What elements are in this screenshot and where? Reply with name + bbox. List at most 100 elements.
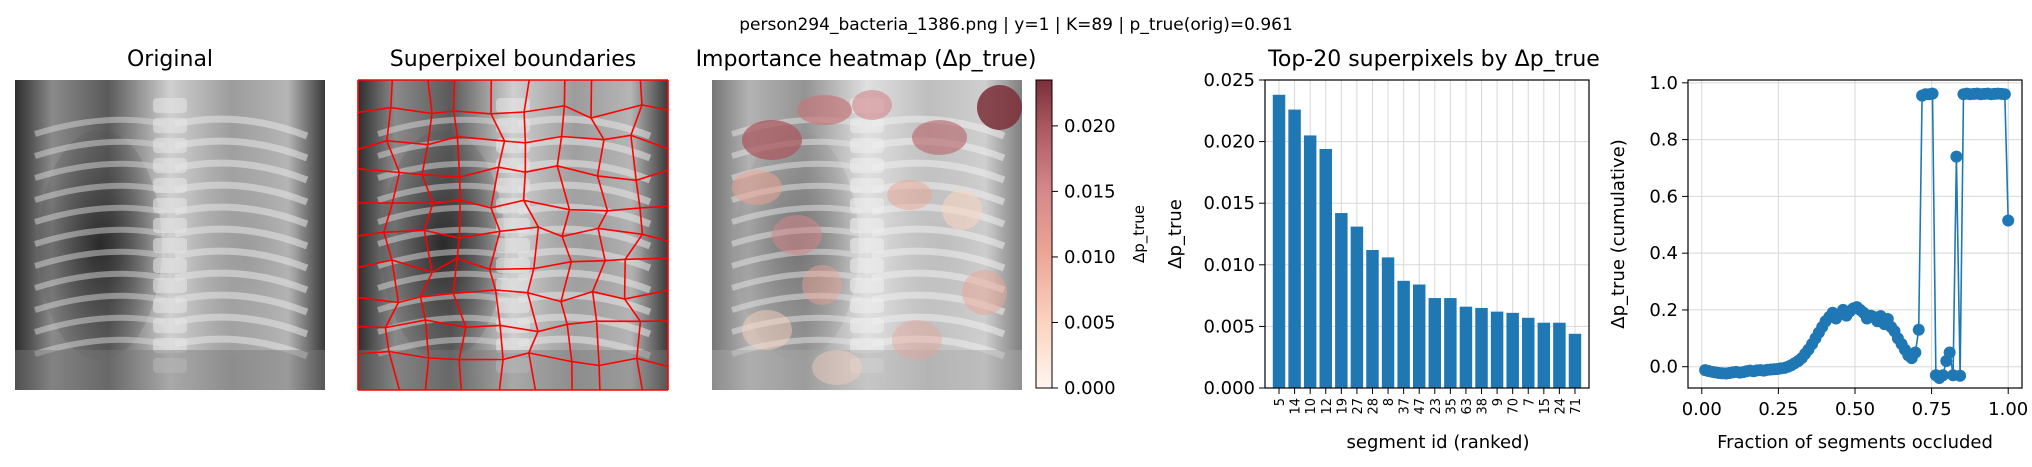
bar-x-tick-label: 71 [1569, 398, 1584, 415]
colorbar-tick-label: 0.000 [1064, 378, 1116, 399]
rib-right [871, 335, 1006, 360]
bar-x-tick-label: 14 [1289, 398, 1304, 415]
original-title: Original [127, 47, 213, 72]
line-x-tick-label: 0.25 [1758, 399, 1798, 420]
bar-9 [1490, 311, 1504, 388]
superpixel-boundary [357, 289, 669, 304]
rib-right [174, 181, 309, 206]
rib-left [377, 138, 509, 159]
rib-right [517, 291, 652, 316]
bar-63 [1459, 306, 1473, 388]
bar-chart-xlabel: segment id (ranked) [1347, 432, 1530, 453]
heatmap-segment [742, 120, 802, 160]
rib-right [871, 159, 1006, 184]
bar-chart-ylabel: Δp_true [1165, 199, 1186, 269]
line-point [2002, 214, 2015, 227]
rib-right [174, 159, 309, 184]
bar-y-tick-label: 0.005 [1203, 316, 1255, 337]
rib-right [517, 247, 652, 272]
superpixel-boundary [357, 319, 669, 333]
superpixel-boundary [358, 199, 669, 212]
vertebra [153, 338, 187, 353]
bar-12 [1319, 148, 1332, 388]
rib-right [517, 225, 652, 250]
colorbar-tick-label: 0.015 [1064, 181, 1116, 202]
bar-x-tick-label: 12 [1320, 398, 1335, 415]
bar-y-tick-label: 0.010 [1203, 255, 1255, 276]
line-point [1954, 369, 1967, 382]
bar-x-tick-label: 5 [1273, 398, 1288, 406]
vertebra [496, 298, 530, 313]
line-x-tick-label: 1.00 [1988, 399, 2028, 420]
line-point [1926, 87, 1939, 100]
rib-right [174, 247, 309, 272]
vertebra [153, 218, 187, 233]
vertebra [496, 278, 530, 293]
line-x-tick-label: 0.00 [1682, 399, 1722, 420]
bar-x-tick-label: 38 [1476, 398, 1491, 415]
line-point [1936, 369, 1949, 382]
rib-left [731, 292, 863, 313]
superpixel-title: Superpixel boundaries [390, 47, 636, 72]
rib-left [34, 226, 166, 247]
superpixel-boundary [556, 79, 573, 391]
superpixel-boundary [623, 79, 644, 391]
figure-suptitle: person294_bacteria_1386.png | y=1 | K=89… [739, 15, 1293, 35]
superpixel-boundaries-image [357, 79, 669, 391]
vertebra [153, 278, 187, 293]
heatmap-segment [742, 310, 792, 350]
heatmap-segment [797, 95, 852, 125]
vertebra [850, 118, 884, 133]
bar-chart: Top-20 superpixels by Δp_true segment id… [1165, 47, 1600, 453]
line-y-tick-label: 0.6 [1649, 186, 1678, 207]
line-y-tick-label: 0.4 [1649, 243, 1678, 264]
bar-19 [1335, 213, 1348, 388]
vertebra [496, 98, 530, 113]
rib-left [34, 248, 166, 269]
line-point [1912, 323, 1925, 336]
bar-axes-frame [1264, 79, 1590, 389]
bar-chart-title: Top-20 superpixels by Δp_true [1267, 47, 1600, 72]
rib-right [174, 291, 309, 316]
rib-left [34, 138, 166, 159]
superpixel-boundary [383, 79, 401, 391]
bar-15 [1537, 322, 1551, 388]
colorbar-tick-label: 0.005 [1064, 312, 1116, 333]
bar-35 [1444, 298, 1457, 388]
colorbar-label: Δp_true [1130, 205, 1149, 263]
heatmap-segment [812, 350, 862, 385]
line-y-tick-label: 0.8 [1649, 130, 1678, 151]
vertebra [850, 258, 884, 273]
rib-right [871, 225, 1006, 250]
heatmap-segment [942, 190, 982, 230]
rib-left [377, 336, 509, 357]
rib-right [517, 335, 652, 360]
bar-x-tick-label: 10 [1304, 398, 1319, 415]
bar-14 [1288, 109, 1301, 389]
superpixel-boundary [357, 164, 669, 182]
heatmap-segment [962, 270, 1007, 315]
superpixel-boundary [357, 350, 669, 368]
vertebra [153, 238, 187, 253]
vertebra [496, 178, 530, 193]
vertebra [496, 238, 530, 253]
rib-right [871, 313, 1006, 338]
bar-5 [1272, 94, 1286, 388]
superpixel-boundary [522, 79, 540, 391]
rib-left [377, 292, 509, 313]
vertebra [850, 298, 884, 313]
colorbar-tick-label: 0.010 [1064, 247, 1116, 268]
vertebra [153, 178, 187, 193]
rib-right [517, 313, 652, 338]
rib-left [34, 314, 166, 335]
superpixel-boundary [357, 226, 669, 242]
heatmap-segment [852, 90, 892, 120]
line-x-tick-label: 0.75 [1912, 399, 1952, 420]
vertebra [850, 338, 884, 353]
vertebra [153, 318, 187, 333]
bar-27 [1350, 226, 1364, 388]
rib-left [34, 204, 166, 225]
superpixel-boundary [419, 79, 434, 391]
rib-left [34, 160, 166, 181]
rib-left [34, 336, 166, 357]
